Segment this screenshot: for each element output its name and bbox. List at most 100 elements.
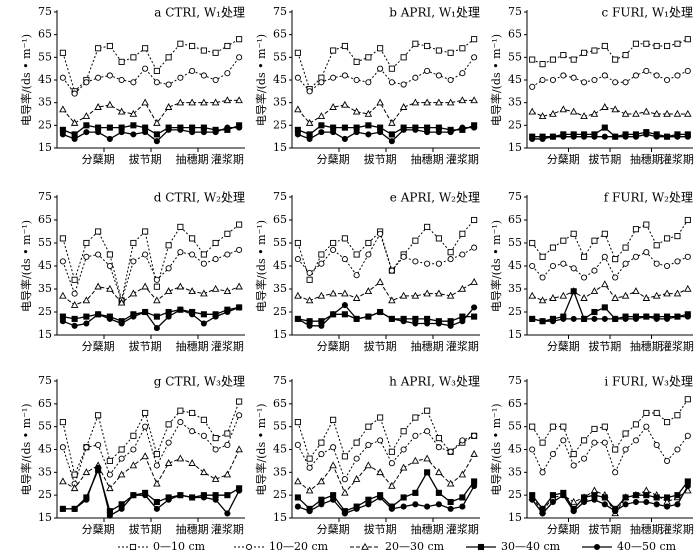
marker [330,444,337,451]
marker [447,505,454,512]
x-tick-label: 灌浆期 [446,152,479,166]
y-axis-label: 电导率/(ds • m⁻¹) [489,34,503,126]
chart-title: d CTRI, W₂处理 [154,191,245,205]
marker [423,98,431,106]
marker [684,67,691,74]
marker [341,289,349,297]
marker [435,435,442,442]
marker [560,423,567,430]
marker [318,322,325,329]
marker [652,291,661,299]
marker [435,501,442,508]
marker [549,244,556,251]
y-tick-label: 15 [38,141,52,154]
marker [177,419,184,426]
marker [212,496,219,503]
series-line [62,126,240,143]
marker [130,432,137,439]
marker [118,58,125,65]
marker [559,105,568,113]
marker [82,468,91,476]
marker [306,455,313,462]
marker [189,311,196,318]
y-tick-label: 55 [38,420,52,433]
marker [83,239,90,247]
marker [294,477,302,485]
marker [471,432,478,439]
series-line [297,453,475,494]
marker [674,501,681,508]
y-tick-label: 75 [38,5,52,18]
marker [591,267,598,274]
marker [235,282,243,290]
marker [447,49,454,56]
marker [632,72,639,79]
marker [330,47,337,54]
marker [200,311,207,318]
marker [318,79,325,86]
marker [388,131,395,138]
marker [95,464,102,471]
marker [130,122,137,129]
marker [632,40,639,47]
marker [364,287,373,295]
marker [177,40,184,47]
marker [560,133,567,140]
marker [306,322,313,329]
marker [165,265,172,272]
marker [470,449,478,457]
marker [412,432,419,439]
marker [612,508,619,515]
x-tick-label: 灌浆期 [661,339,694,353]
marker [95,412,102,419]
marker [581,437,588,444]
marker [412,414,419,421]
marker [570,288,577,295]
marker [549,262,556,270]
marker [529,446,536,453]
marker [153,451,160,458]
y-tick-label: 35 [273,282,287,295]
marker [377,437,384,444]
marker [435,129,442,136]
marker [581,315,588,322]
marker [411,98,420,106]
y-tick-label: 35 [508,282,522,295]
marker [400,503,407,510]
marker [353,505,360,512]
marker [400,494,407,501]
series-line [531,38,689,65]
marker [223,96,232,104]
marker [601,494,608,501]
x-tick-label: 拔节期 [588,339,621,353]
marker [388,138,395,145]
marker [622,260,629,267]
marker [653,409,660,417]
marker [664,315,671,322]
marker [106,262,113,270]
marker [341,302,348,309]
marker [581,498,588,506]
marker [71,90,78,97]
marker [341,100,349,108]
marker [95,129,102,136]
marker [529,423,536,430]
series-line [62,401,240,477]
y-tick-label: 75 [508,374,522,387]
y-tick-label: 65 [508,213,522,226]
marker [622,501,629,508]
marker [365,251,372,258]
marker [591,47,598,54]
marker [130,492,137,499]
marker [71,505,78,512]
marker [83,320,90,327]
marker [176,282,185,290]
marker [673,109,682,117]
marker [176,454,185,462]
marker [471,36,478,43]
marker [223,287,232,295]
marker [424,407,431,414]
series-line [532,289,688,322]
marker [424,428,431,435]
marker [643,67,650,74]
